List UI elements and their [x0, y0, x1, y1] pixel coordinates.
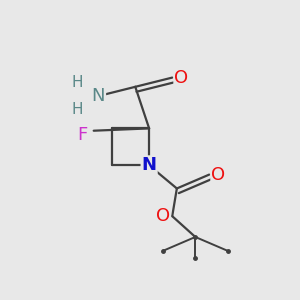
- Text: N: N: [142, 156, 157, 174]
- Text: N: N: [92, 87, 105, 105]
- Text: H: H: [72, 102, 83, 117]
- Text: H: H: [72, 75, 83, 90]
- Text: O: O: [156, 207, 170, 225]
- Text: O: O: [212, 166, 226, 184]
- Text: O: O: [174, 69, 188, 87]
- Text: F: F: [77, 126, 87, 144]
